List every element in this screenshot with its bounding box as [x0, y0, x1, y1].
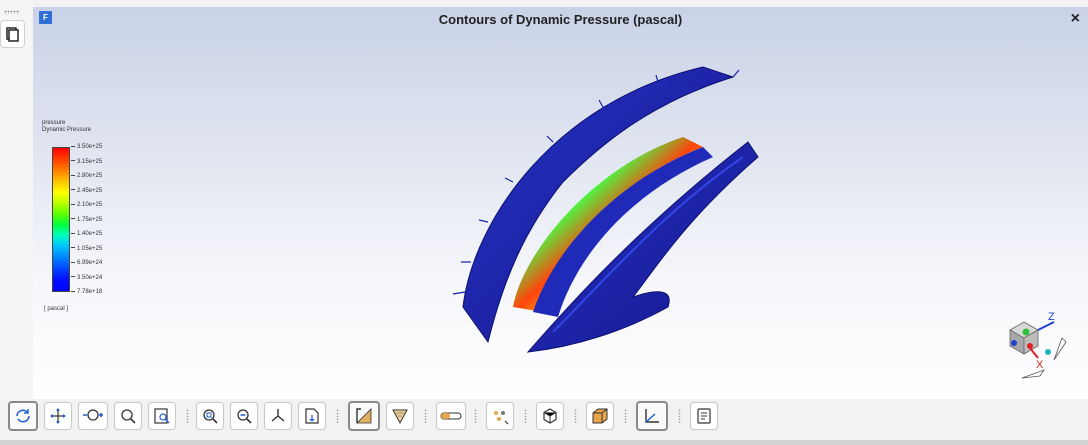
- zoom-out-button[interactable]: [230, 402, 258, 430]
- graphics-window[interactable]: F Contours of Dynamic Pressure (pascal) …: [33, 7, 1088, 399]
- fit-to-window-button[interactable]: [196, 402, 224, 430]
- drag-grip-icon[interactable]: [4, 10, 20, 14]
- zoom-area-icon: [121, 409, 136, 424]
- legend-tick: 1.75e+25: [71, 217, 102, 223]
- axes-button[interactable]: [636, 401, 668, 431]
- legend-tick: 3.50e+24: [71, 275, 102, 281]
- select-icon: [154, 408, 170, 424]
- app-logo-icon: F: [39, 11, 52, 24]
- status-strip: [0, 440, 1088, 445]
- colorbar-ticks: 3.50e+25 3.15e+25 2.80e+25 2.45e+25 2.10…: [71, 144, 131, 295]
- rotate-button[interactable]: [8, 401, 38, 431]
- contour-legend: pressure Dynamic Pressure 3.50e+25 3.15e…: [42, 120, 132, 312]
- graphics-toolbar: [0, 399, 1088, 439]
- transparency-icon: [440, 412, 462, 420]
- toolbar-separator: [678, 409, 681, 423]
- pan-icon: [50, 408, 66, 424]
- zoom-in-out-icon: [83, 409, 103, 421]
- perspective-button[interactable]: [536, 402, 564, 430]
- zoom-in-out-button[interactable]: [78, 402, 108, 430]
- toolbar-separator: [424, 409, 427, 423]
- colorbar: [52, 147, 70, 292]
- legend-tick: 2.45e+25: [71, 188, 102, 194]
- axis-triad[interactable]: Z X: [1004, 310, 1068, 385]
- isometric-view-button[interactable]: [264, 402, 292, 430]
- pressure-contour-model[interactable]: [403, 62, 773, 362]
- axis-z-label: Z: [1048, 311, 1055, 323]
- rotate-icon: [16, 409, 30, 423]
- legend-tick: 2.80e+25: [71, 173, 102, 179]
- legend-tick: 3.50e+25: [71, 144, 102, 150]
- axis-x-label: X: [1036, 359, 1044, 371]
- scene-options-icon: [494, 411, 509, 425]
- legend-tick: 2.10e+25: [71, 202, 102, 208]
- mesh-display-button[interactable]: [586, 402, 614, 430]
- axes-icon: [645, 409, 659, 423]
- left-strip: [0, 0, 33, 445]
- lighting-button[interactable]: [386, 402, 414, 430]
- lighting-icon: [392, 409, 408, 425]
- annotation-button[interactable]: [690, 402, 718, 430]
- fit-window-icon: [203, 409, 218, 424]
- annotation-icon: [697, 408, 711, 424]
- legend-tick: 3.15e+25: [71, 159, 102, 165]
- legend-description: Dynamic Pressure: [42, 127, 92, 133]
- legend-tick: 1.40e+25: [71, 231, 102, 237]
- legend-tick: 6.99e+24: [71, 260, 102, 266]
- toolbar-separator: [186, 409, 189, 423]
- mesh-icon: [592, 408, 608, 424]
- cube-icon: [543, 408, 557, 424]
- toolbar-separator: [474, 409, 477, 423]
- transparency-button[interactable]: [436, 402, 466, 430]
- legend-unit: [ pascal ]: [44, 306, 69, 312]
- headlight-button[interactable]: [348, 401, 380, 431]
- legend-tick: 7.78e+18: [71, 289, 102, 295]
- toolbar-separator: [336, 409, 339, 423]
- legend-variable: pressure: [42, 120, 66, 126]
- headlight-icon: [356, 408, 372, 424]
- select-button[interactable]: [148, 402, 176, 430]
- scene-options-button[interactable]: [486, 402, 514, 430]
- graphics-title: Contours of Dynamic Pressure (pascal): [438, 12, 683, 27]
- legend-tick: 1.05e+25: [71, 246, 102, 252]
- zoom-to-area-button[interactable]: [114, 402, 142, 430]
- view-orientation-button[interactable]: [298, 402, 326, 430]
- toolbar-separator: [524, 409, 527, 423]
- view-orientation-icon: [305, 408, 319, 424]
- isometric-icon: [271, 409, 285, 422]
- close-icon[interactable]: ×: [1070, 10, 1080, 27]
- pan-button[interactable]: [44, 402, 72, 430]
- zoom-out-icon: [237, 409, 252, 424]
- toolbar-separator: [574, 409, 577, 423]
- toolbar-separator: [624, 409, 627, 423]
- panel-toggle-button[interactable]: [0, 20, 25, 48]
- copy-panel-icon: [6, 27, 19, 42]
